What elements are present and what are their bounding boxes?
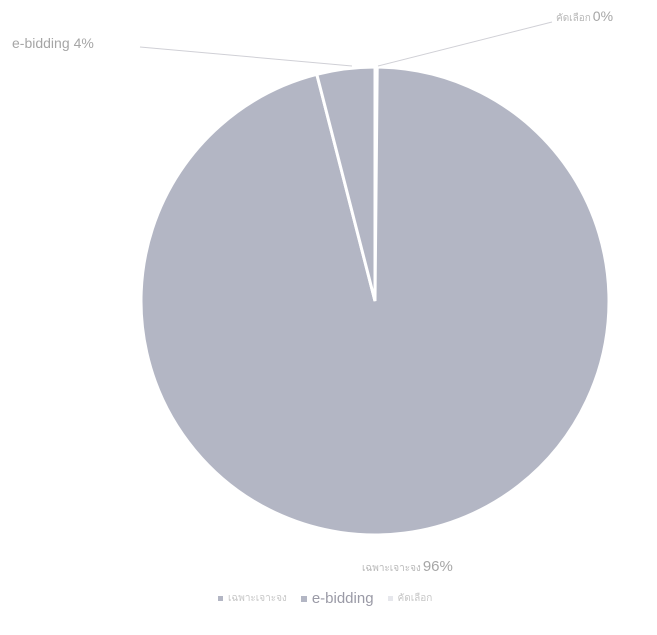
legend-item-selection: คัดเลือก	[387, 591, 433, 606]
data-label-value: 96%	[422, 558, 453, 575]
legend-label: คัดเลือก	[397, 593, 433, 604]
legend-swatch	[218, 596, 223, 601]
data-label-value: 4%	[73, 35, 94, 51]
legend-label: เฉพาะเจาะจง	[228, 593, 287, 604]
chart-legend: เฉพาะเจาะจง e-bidding คัดเลือก	[218, 590, 432, 607]
legend-item-e-bidding: e-bidding	[300, 590, 374, 607]
data-label-selection: คัดเลือก 0%	[556, 8, 613, 26]
legend-label: e-bidding	[311, 590, 374, 607]
data-label-value: 0%	[592, 8, 614, 24]
data-label-e-bidding: e-bidding 4%	[12, 35, 94, 51]
slice-selection	[373, 65, 379, 302]
leader-line-selection	[377, 21, 553, 67]
data-label-specific: เฉพาะเจาะจง 96%	[362, 558, 453, 576]
data-label-category: คัดเลือก	[556, 13, 591, 24]
data-label-category: เฉพาะเจาะจง	[362, 563, 421, 574]
legend-item-specific: เฉพาะเจาะจง	[218, 591, 287, 606]
legend-swatch	[387, 596, 393, 601]
legend-swatch	[300, 595, 307, 602]
data-label-category: e-bidding	[12, 35, 70, 51]
leader-line-e-bidding	[139, 46, 353, 67]
